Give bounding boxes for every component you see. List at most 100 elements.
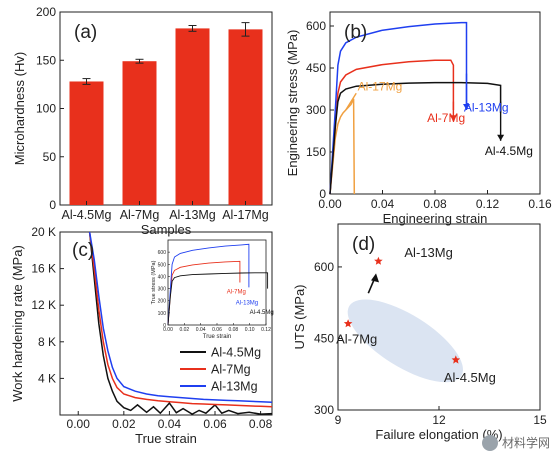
y-tick-label: 4 K <box>38 371 56 385</box>
y-axis-label: Work hardening rate (MPa) <box>10 245 25 402</box>
y-tick-label: 50 <box>43 150 57 164</box>
y-tick-label: 300 <box>314 403 334 417</box>
panel-label: (c) <box>72 240 94 261</box>
legend-label: Al-4.5Mg <box>211 346 261 360</box>
trend-arrow-head <box>371 273 380 283</box>
x-tick-label: 0.08 <box>249 417 273 431</box>
y-axis-label: UTS (MPa) <box>292 285 307 350</box>
inset-y-tick-label: 500 <box>158 262 167 268</box>
wechat-logo-icon <box>481 434 498 451</box>
y-tick-label: 100 <box>36 102 56 116</box>
series-line <box>329 81 502 195</box>
x-tick-label: 0.16 <box>528 197 552 211</box>
trend-ellipse <box>347 299 463 383</box>
inset-y-tick-label: 200 <box>158 299 167 305</box>
point-label: Al-4.5Mg <box>444 370 496 385</box>
y-tick-label: 300 <box>306 103 326 117</box>
panel-d: 300 450 600 9 12 15 Al-13Mg Al-7Mg Al-4.5Mg Failu… <box>292 223 547 442</box>
inset-frame <box>167 239 267 326</box>
inset-series-line <box>167 272 269 326</box>
y-tick-label: 8 K <box>38 335 56 349</box>
panel-label: (d) <box>352 234 375 255</box>
x-tick-label: 0.00 <box>318 197 342 211</box>
watermark-text: 材料学网 <box>501 436 550 450</box>
x-tick-label: 0.04 <box>158 417 182 431</box>
y-tick-label: 450 <box>314 331 334 345</box>
inset-x-tick-label: 0.12 <box>261 327 271 333</box>
series-group <box>88 232 272 415</box>
inset-y-tick-label: 300 <box>158 287 167 293</box>
arrow-head <box>463 104 470 110</box>
y-tick-label: 0 <box>49 198 56 212</box>
y-tick-label: 450 <box>306 61 326 75</box>
x-tick-label: Al-4.5Mg <box>61 208 111 222</box>
y-tick-label: 150 <box>306 145 326 159</box>
x-tick-label: Al-17Mg <box>222 208 269 222</box>
watermark: 材料学网 <box>481 434 550 451</box>
x-tick-label: 9 <box>335 413 342 427</box>
plot-frame <box>59 231 273 416</box>
panel-label: (b) <box>344 22 367 43</box>
inset-y-tick-label: 600 <box>158 250 167 256</box>
legend-label: Al-7Mg <box>211 363 251 377</box>
x-tick-label: Al-7Mg <box>120 208 160 222</box>
panel-a: 0 50 100 150 200 Al-4.5Mg Al-7Mg Al-13Mg Al-17Mg… <box>12 5 273 237</box>
series-annotation: Al-7Mg <box>427 111 465 125</box>
x-axis-label: Engineering strain <box>383 211 488 226</box>
x-tick-label: 0.12 <box>476 197 500 211</box>
bar <box>122 61 157 206</box>
inset-y-tick-label: 100 <box>158 311 167 317</box>
series-line <box>329 59 455 195</box>
y-tick-label: 150 <box>36 53 56 67</box>
scatter-point <box>343 319 353 328</box>
inset-x-tick-label: 0.04 <box>196 327 206 333</box>
x-tick-label: 0.06 <box>203 417 227 431</box>
bar <box>69 81 104 205</box>
series-line <box>329 21 468 195</box>
x-tick-label: 0.04 <box>371 197 395 211</box>
y-tick-label: 600 <box>306 19 326 33</box>
inset-x-tick-label: 0.10 <box>245 327 255 333</box>
y-tick-label: 20 K <box>31 225 56 239</box>
panel-c: 4 K 8 K 12 K 16 K 20 K 0.00 0.02 0.04 0.06 0.08 Al… <box>10 225 274 446</box>
x-tick-label: 0.00 <box>67 417 91 431</box>
point-label: Al-13Mg <box>404 245 452 260</box>
inset-x-tick-label: 0.00 <box>163 327 173 333</box>
arrow-head <box>497 134 505 141</box>
series-annotation: Al-4.5Mg <box>485 144 533 158</box>
x-axis-label: Failure elongation (%) <box>375 427 502 442</box>
y-tick-label: 12 K <box>31 298 56 312</box>
legend-label: Al-13Mg <box>211 380 258 394</box>
scatter-point <box>374 256 383 265</box>
x-tick-label: 0.02 <box>112 417 136 431</box>
y-tick-label: 200 <box>36 5 56 19</box>
arrow-head <box>449 115 457 122</box>
x-tick-label: 0.08 <box>423 197 447 211</box>
series-annotation: Al-13Mg <box>464 100 509 114</box>
y-tick-label: 16 K <box>31 262 56 276</box>
series-line <box>88 232 272 408</box>
inset-annotation: Al-4.5Mg <box>250 310 274 316</box>
panel-b: 0 150 300 450 600 0.00 0.04 0.08 0.12 0.16 Al-17Mg… <box>285 11 552 226</box>
x-axis-label: True strain <box>135 431 197 446</box>
inset-x-tick-label: 0.02 <box>179 327 189 333</box>
inset-annotation: Al-7Mg <box>227 289 246 295</box>
inset-x-axis-label: True strain <box>203 334 231 340</box>
arrow-shaft <box>345 92 357 111</box>
inset-x-tick-label: 0.06 <box>212 327 222 333</box>
y-axis-label: Engineering stress (MPa) <box>285 30 300 177</box>
bar <box>175 28 210 206</box>
x-tick-label: 15 <box>533 413 547 427</box>
x-tick-label: 12 <box>432 413 446 427</box>
inset-y-tick-label: 0 <box>163 323 166 329</box>
y-tick-label: 600 <box>314 260 334 274</box>
inset-series-line <box>167 243 250 326</box>
inset-x-tick-label: 0.08 <box>228 327 238 333</box>
series-line <box>88 232 272 415</box>
x-tick-label: Al-13Mg <box>169 208 216 222</box>
scatter-point <box>451 355 461 364</box>
y-axis-label: Microhardness (Hv) <box>12 52 27 165</box>
inset-y-axis-label: True stress (MPa) <box>151 260 157 304</box>
series-annotation: Al-17Mg <box>358 79 403 93</box>
